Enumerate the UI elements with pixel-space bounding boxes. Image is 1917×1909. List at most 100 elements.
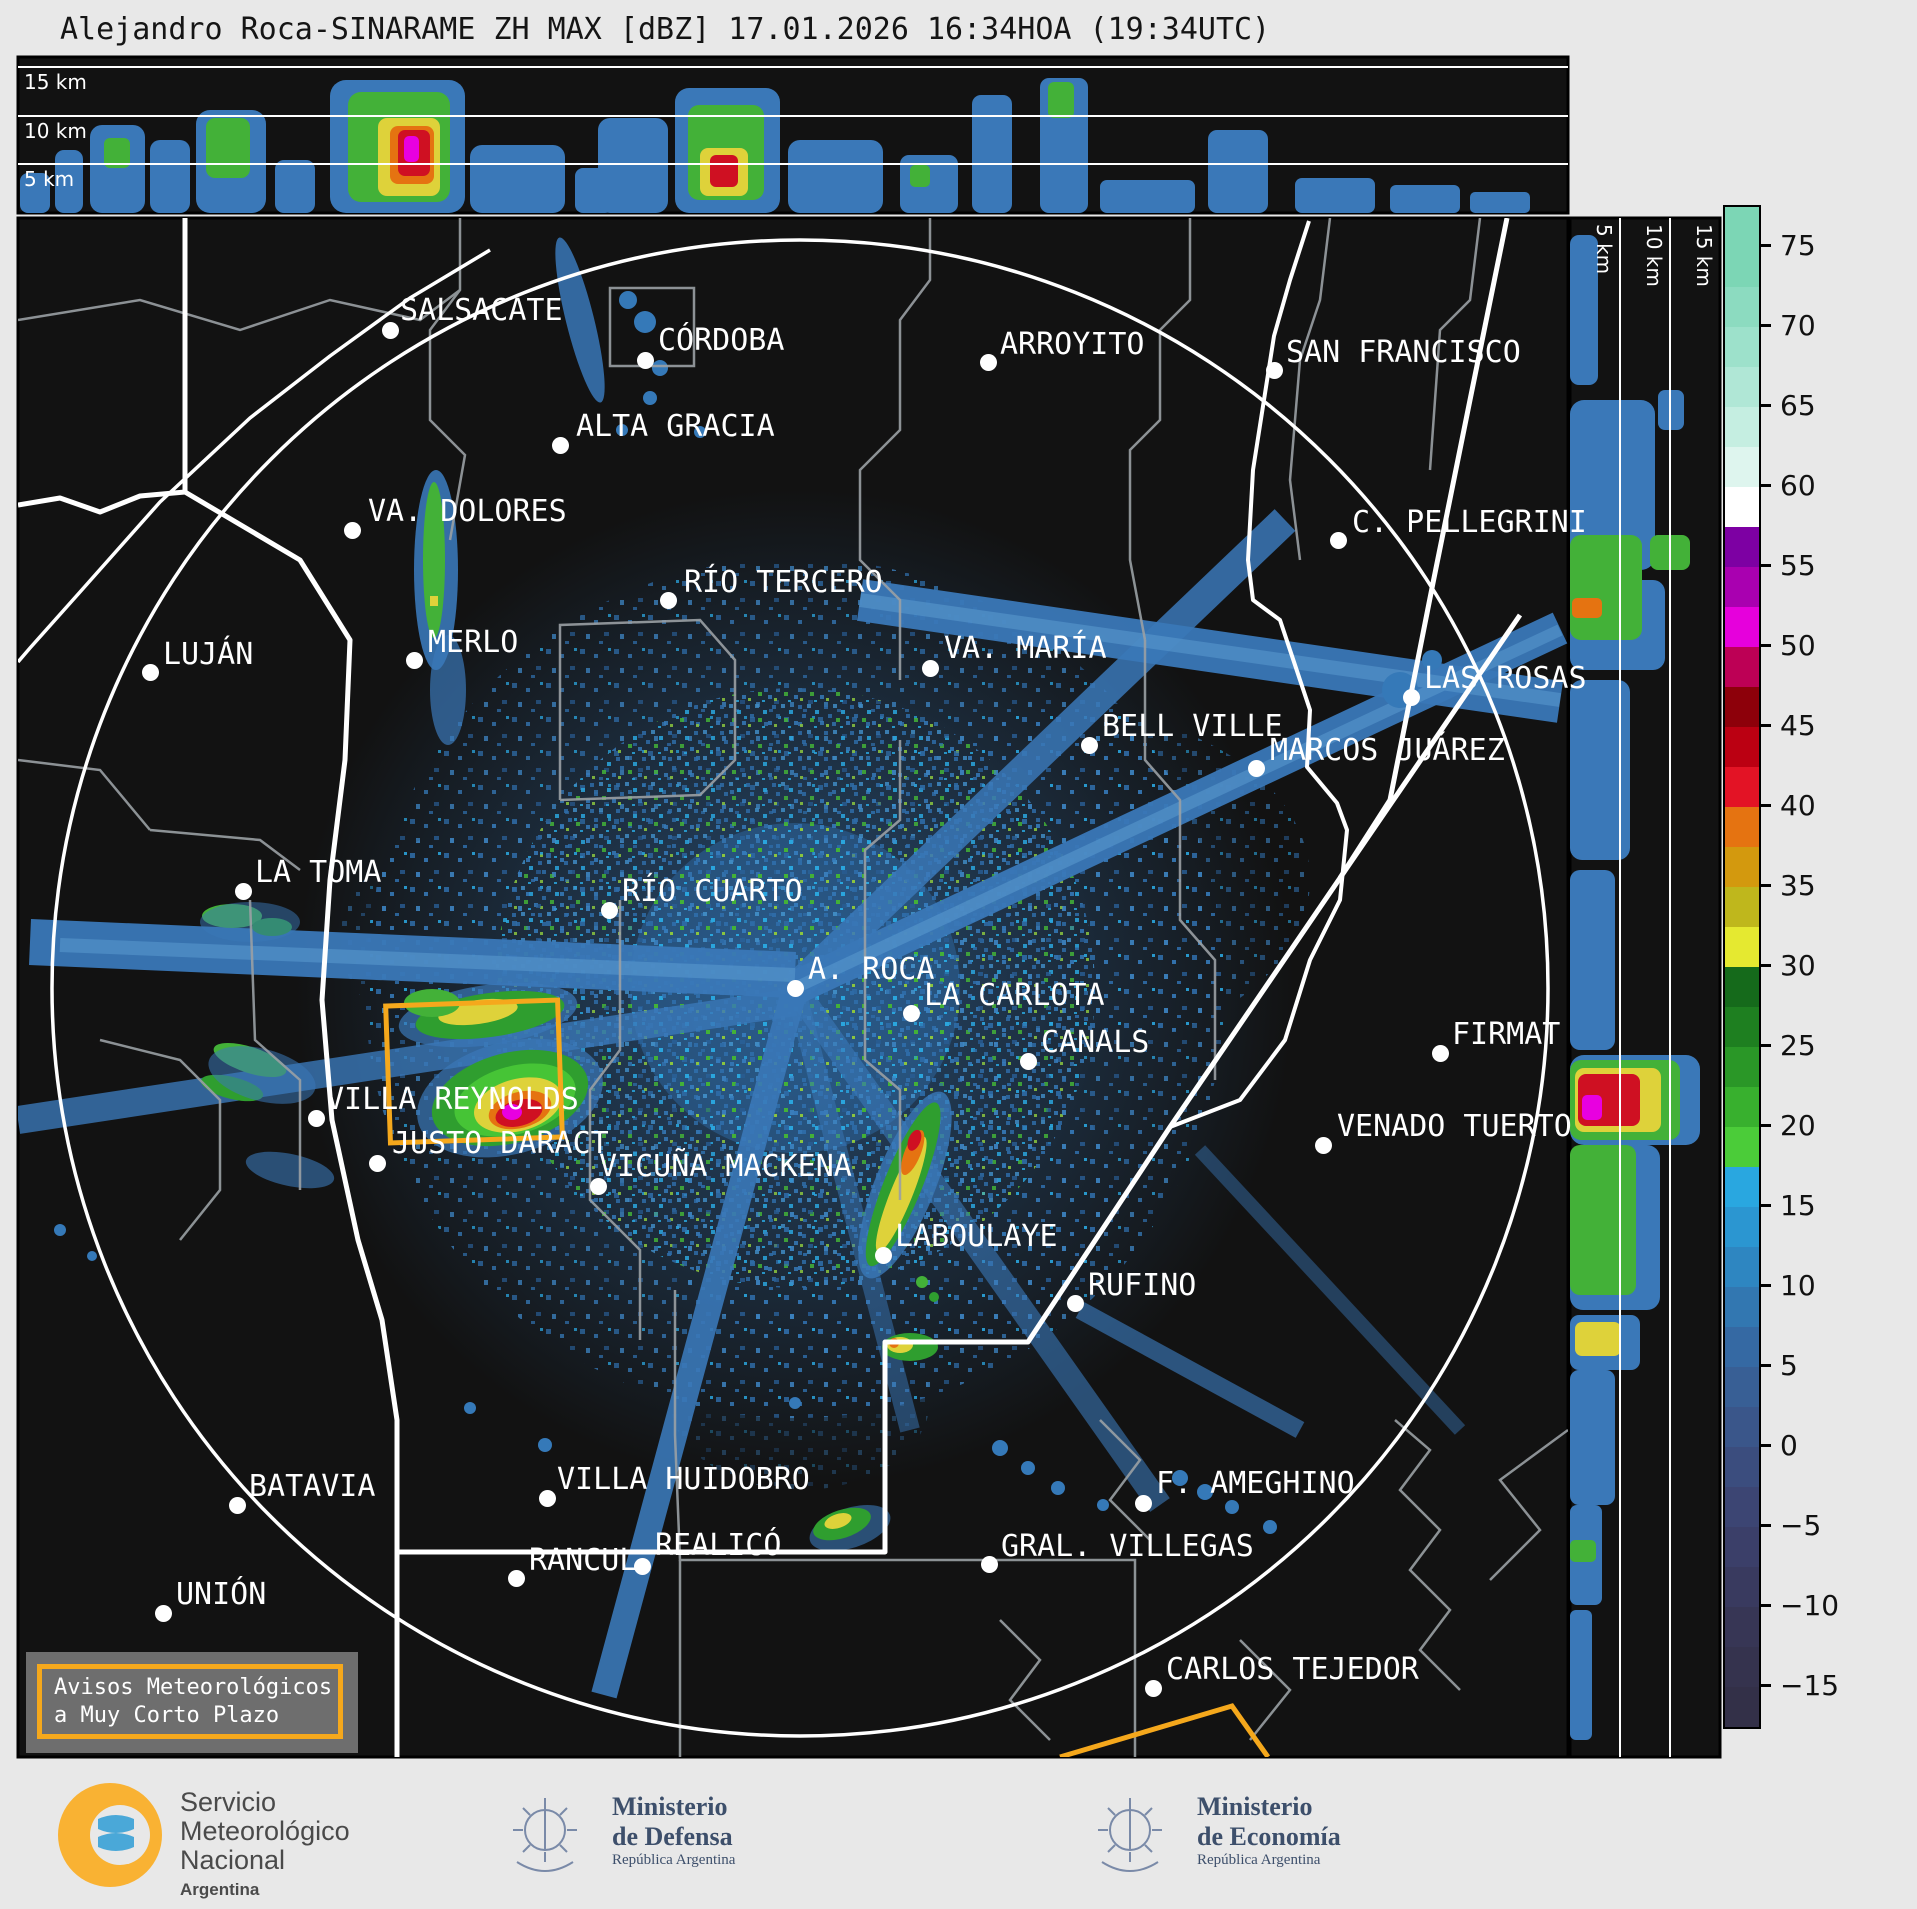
city-dot <box>382 322 399 339</box>
colorbar-cell <box>1725 1687 1759 1727</box>
city-dot <box>1145 1680 1162 1697</box>
colorbar-cell <box>1725 287 1759 327</box>
city-dot <box>637 352 654 369</box>
colorbar-cell <box>1725 1607 1759 1647</box>
colorbar-cell <box>1725 487 1759 527</box>
colorbar-cell <box>1725 887 1759 927</box>
city-dot <box>1432 1045 1449 1062</box>
colorbar-cell <box>1725 807 1759 847</box>
storm-small-south <box>882 1333 938 1361</box>
city-dot <box>787 980 804 997</box>
colorbar-tick-label: 55 <box>1780 549 1816 582</box>
colorbar-tick-label: 70 <box>1780 309 1816 342</box>
city-dot <box>142 664 159 681</box>
colorbar-cell <box>1725 567 1759 607</box>
page-title: Alejandro Roca-SINARAME ZH MAX [dBZ] 17.… <box>60 12 1271 47</box>
colorbar-cell <box>1725 327 1759 367</box>
colorbar-tick <box>1759 884 1771 887</box>
colorbar-tick <box>1759 964 1771 967</box>
smn-name-line1: Servicio <box>180 1787 277 1817</box>
colorbar-cell <box>1725 1247 1759 1287</box>
city-dot <box>1081 737 1098 754</box>
city-dot <box>539 1490 556 1507</box>
top-cross-section-echoes <box>18 66 1568 213</box>
colorbar-cell <box>1725 687 1759 727</box>
colorbar-tick <box>1759 1444 1771 1447</box>
city-dot <box>1135 1495 1152 1512</box>
top-altitude-label: 15 km <box>24 70 87 94</box>
city-dot <box>660 592 677 609</box>
colorbar-cell <box>1725 727 1759 767</box>
city-dot <box>369 1155 386 1172</box>
city-dot <box>601 902 618 919</box>
colorbar-tick <box>1759 1684 1771 1687</box>
right-altitude-label: 5 km <box>1592 224 1616 275</box>
colorbar-tick-label: −10 <box>1780 1589 1840 1622</box>
defensa-line3: República Argentina <box>612 1852 736 1868</box>
defensa-line1: Ministerio <box>612 1792 728 1821</box>
colorbar-tick <box>1759 324 1771 327</box>
right-cross-section-echoes <box>1570 218 1700 1757</box>
city-dot <box>1248 760 1265 777</box>
defensa-crest-icon <box>497 1784 593 1892</box>
city-dot <box>406 652 423 669</box>
colorbar-tick-label: 25 <box>1780 1029 1816 1062</box>
colorbar-tick-label: 75 <box>1780 229 1816 262</box>
colorbar-cell <box>1725 1007 1759 1047</box>
colorbar-tick-label: 60 <box>1780 469 1816 502</box>
colorbar-tick <box>1759 1284 1771 1287</box>
colorbar-cell <box>1725 247 1759 287</box>
colorbar-cell <box>1725 447 1759 487</box>
colorbar-tick <box>1759 724 1771 727</box>
city-dot <box>235 883 252 900</box>
colorbar-tick-label: 0 <box>1780 1429 1798 1462</box>
colorbar-tick-label: 35 <box>1780 869 1816 902</box>
colorbar-tick <box>1759 1044 1771 1047</box>
colorbar-tick-label: 10 <box>1780 1269 1816 1302</box>
city-dot <box>980 354 997 371</box>
colorbar-cell <box>1725 927 1759 967</box>
colorbar-tick-label: 5 <box>1780 1349 1798 1382</box>
colorbar-cell <box>1725 1407 1759 1447</box>
colorbar-tick-label: 65 <box>1780 389 1816 422</box>
colorbar-cell <box>1725 1287 1759 1327</box>
colorbar-cell <box>1725 1327 1759 1367</box>
department-borders <box>18 218 1568 1757</box>
storm-realico-east <box>809 1504 891 1552</box>
city-dot <box>155 1605 172 1622</box>
colorbar-cell <box>1725 1527 1759 1567</box>
colorbar-tick <box>1759 564 1771 567</box>
city-dot <box>1403 689 1420 706</box>
city-dot <box>1067 1295 1084 1312</box>
city-dot <box>922 660 939 677</box>
colorbar-tick <box>1759 1204 1771 1207</box>
economia-crest-icon <box>1082 1784 1178 1892</box>
radar-spoke-cores <box>59 593 1563 994</box>
colorbar-tick <box>1759 1364 1771 1367</box>
colorbar-cell <box>1725 647 1759 687</box>
city-dot <box>308 1110 325 1127</box>
colorbar-cell <box>1725 607 1759 647</box>
colorbar-cell <box>1725 207 1759 247</box>
economia-line3: República Argentina <box>1197 1852 1321 1868</box>
economia-line2: de Economía <box>1197 1822 1341 1851</box>
colorbar-tick-label: 15 <box>1780 1189 1816 1222</box>
colorbar-tick-label: 20 <box>1780 1109 1816 1142</box>
province-borders <box>18 218 1523 1757</box>
colorbar-tick-label: −5 <box>1780 1509 1822 1542</box>
footer: Servicio Meteorológico Nacional Argentin… <box>0 1762 1917 1909</box>
colorbar-tick-label: 40 <box>1780 789 1816 822</box>
colorbar-tick-label: 50 <box>1780 629 1816 662</box>
alert-legend-line1: Avisos Meteorológicos <box>54 1675 333 1700</box>
economia-line1: Ministerio <box>1197 1792 1313 1821</box>
smn-name-line4: Argentina <box>180 1880 260 1899</box>
colorbar-tick-label: 45 <box>1780 709 1816 742</box>
city-dot <box>1330 532 1347 549</box>
colorbar-cell <box>1725 1087 1759 1127</box>
colorbar-tick-label: 30 <box>1780 949 1816 982</box>
alert-legend-box: Avisos Meteorológicos a Muy Corto Plazo <box>26 1652 358 1753</box>
colorbar-tick <box>1759 804 1771 807</box>
colorbar-cell <box>1725 1047 1759 1087</box>
colorbar-cell <box>1725 1647 1759 1687</box>
colorbar-cell <box>1725 767 1759 807</box>
